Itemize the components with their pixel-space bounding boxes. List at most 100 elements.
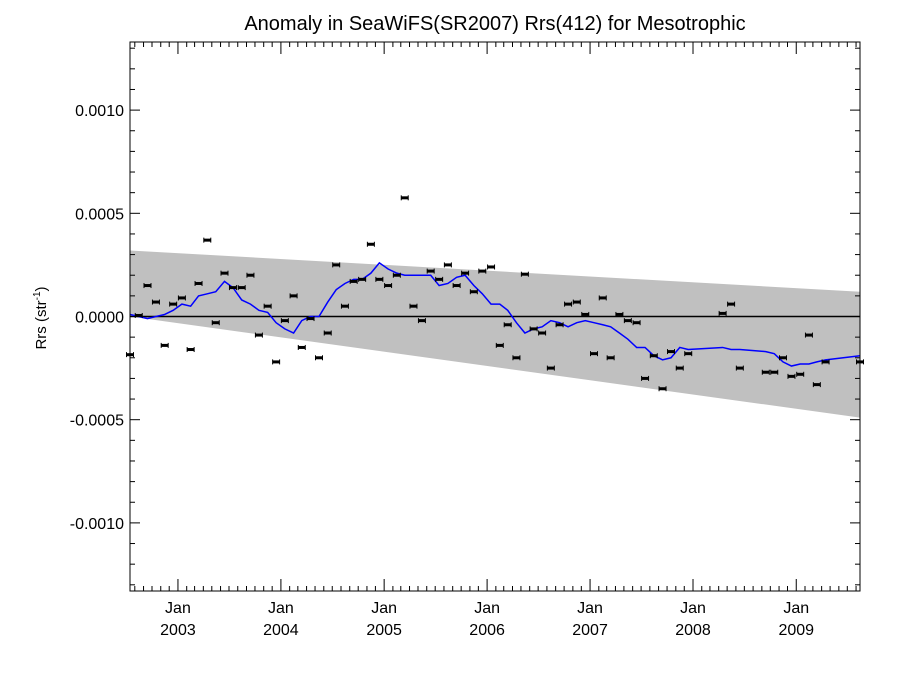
data-point-marker — [573, 300, 581, 304]
data-point — [254, 332, 263, 338]
data-point-marker — [650, 354, 658, 358]
data-point-marker — [684, 352, 692, 356]
data-point — [220, 270, 229, 276]
data-point-marker — [633, 321, 641, 325]
data-point — [649, 353, 658, 359]
data-point — [529, 326, 538, 332]
data-point — [203, 237, 212, 243]
data-point — [169, 301, 178, 307]
data-point — [272, 359, 281, 365]
data-point-marker — [324, 331, 332, 335]
data-point-marker — [556, 323, 564, 327]
data-point-marker — [822, 360, 830, 364]
data-point — [623, 318, 632, 324]
data-point-marker — [143, 284, 151, 288]
data-point — [151, 299, 160, 305]
data-point — [598, 295, 607, 301]
x-tick-label-month: Jan — [371, 600, 397, 617]
data-point-marker — [487, 265, 495, 269]
data-point — [297, 344, 306, 350]
data-point-marker — [727, 302, 735, 306]
data-point — [641, 375, 650, 381]
data-point-marker — [521, 272, 529, 276]
data-point — [727, 301, 736, 307]
data-point-marker — [564, 302, 572, 306]
data-point-marker — [599, 296, 607, 300]
x-tick-label-year: 2006 — [469, 622, 505, 639]
data-point — [384, 283, 393, 289]
x-tick-label-month: Jan — [474, 600, 500, 617]
data-point — [349, 278, 358, 284]
data-point — [469, 289, 478, 295]
data-point — [426, 268, 435, 274]
data-point — [366, 241, 375, 247]
data-point-marker — [195, 281, 203, 285]
y-tick-label: 0.0000 — [75, 310, 124, 327]
data-point-marker — [444, 263, 452, 267]
x-tick-label-month: Jan — [577, 600, 603, 617]
data-point-marker — [676, 366, 684, 370]
data-point-marker — [719, 311, 727, 315]
y-tick-label: 0.0005 — [75, 206, 124, 223]
data-point — [487, 264, 496, 270]
y-axis-label-end: ) — [33, 286, 50, 291]
y-tick-label: -0.0010 — [70, 516, 124, 533]
data-point-marker — [805, 333, 813, 337]
data-point — [143, 283, 152, 289]
x-tick-label-year: 2004 — [263, 622, 299, 639]
data-point — [718, 310, 727, 316]
data-point — [160, 342, 169, 348]
data-point-marker — [504, 323, 512, 327]
data-point — [761, 369, 770, 375]
data-point — [323, 330, 332, 336]
data-point-marker — [496, 343, 504, 347]
data-point-marker — [220, 271, 228, 275]
data-point — [452, 283, 461, 289]
data-point-marker — [341, 304, 349, 308]
data-point-marker — [641, 376, 649, 380]
data-point-marker — [538, 331, 546, 335]
data-point — [796, 371, 805, 377]
y-axis-label-text: Rrs (str — [33, 300, 50, 349]
data-point-marker — [178, 296, 186, 300]
data-point — [461, 270, 470, 276]
x-tick-label-year: 2007 — [572, 622, 608, 639]
data-point — [606, 355, 615, 361]
data-point-marker — [255, 333, 263, 337]
data-point — [314, 355, 323, 361]
x-tick-label-year: 2005 — [366, 622, 402, 639]
data-point — [546, 365, 555, 371]
data-point-marker — [246, 273, 254, 277]
data-point-marker — [667, 350, 675, 354]
data-point — [246, 272, 255, 278]
data-point-marker — [547, 366, 555, 370]
data-point-marker — [375, 277, 383, 281]
data-point-marker — [435, 277, 443, 281]
x-tick-label-month: Jan — [783, 600, 809, 617]
data-point-marker — [298, 345, 306, 349]
data-point-marker — [762, 370, 770, 374]
data-point-marker — [796, 372, 804, 376]
data-point — [186, 347, 195, 353]
data-point — [409, 303, 418, 309]
data-point-marker — [770, 370, 778, 374]
data-point — [400, 195, 409, 201]
data-point-marker — [350, 279, 358, 283]
x-tick-label-month: Jan — [680, 600, 706, 617]
axes-layer: -0.0010 -0.0005 0.0000 0.0005 0.0010 Jan 2003 J… — [70, 41, 861, 639]
data-point — [211, 320, 220, 326]
data-point — [280, 318, 289, 324]
data-point-marker — [590, 352, 598, 356]
data-point — [590, 351, 599, 357]
data-point — [632, 320, 641, 326]
data-point-marker — [624, 319, 632, 323]
data-point — [340, 303, 349, 309]
data-point-marker — [401, 196, 409, 200]
data-point-marker — [307, 317, 315, 321]
data-point-marker — [453, 284, 461, 288]
data-point — [667, 349, 676, 355]
data-point — [564, 301, 573, 307]
chart-title: Anomaly in SeaWiFS(SR2007) Rrs(412) for … — [244, 13, 745, 35]
data-point — [263, 303, 272, 309]
